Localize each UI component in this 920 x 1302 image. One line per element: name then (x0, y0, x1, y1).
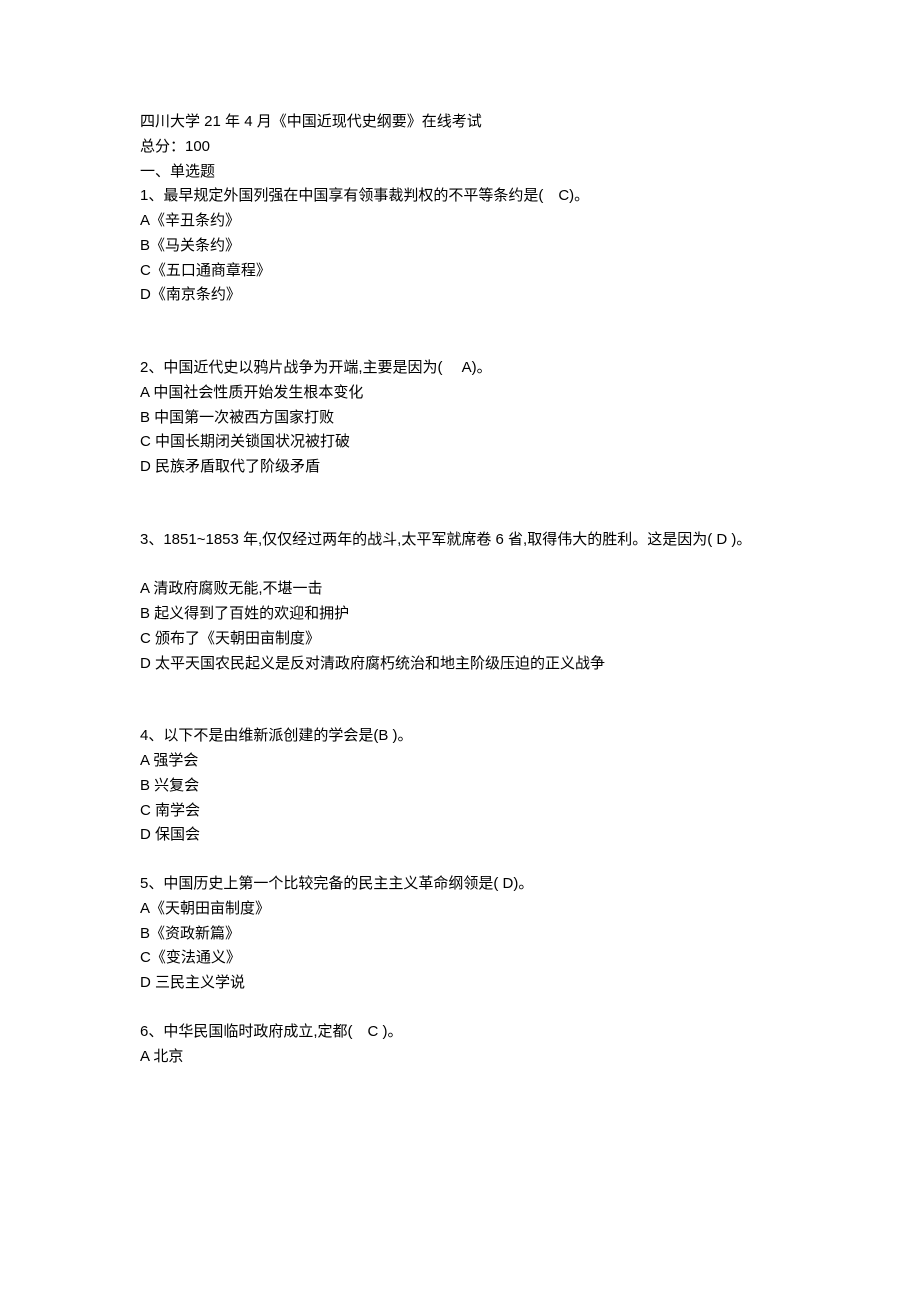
question-option: D《南京条约》 (140, 283, 780, 308)
question-option: D 三民主义学说 (140, 971, 780, 996)
question-option: D 保国会 (140, 823, 780, 848)
question-option: A 北京 (140, 1045, 780, 1070)
total-score: 总分：100 (140, 135, 780, 160)
question-stem: 2、中国近代史以鸦片战争为开端,主要是因为( A)。 (140, 356, 780, 381)
question-stem: 3、1851~1853 年,仅仅经过两年的战斗,太平军就席卷 6 省,取得伟大的… (140, 528, 780, 553)
question-option: C《变法通义》 (140, 946, 780, 971)
question-option: B 中国第一次被西方国家打败 (140, 406, 780, 431)
question-option: B 兴复会 (140, 774, 780, 799)
section-title: 一、单选题 (140, 160, 780, 185)
question-block: 1、最早规定外国列强在中国享有领事裁判权的不平等条约是( C)。A《辛丑条约》B… (140, 184, 780, 308)
question-option: D 民族矛盾取代了阶级矛盾 (140, 455, 780, 480)
question-option: A 强学会 (140, 749, 780, 774)
question-stem: 5、中国历史上第一个比较完备的民主主义革命纲领是( D)。 (140, 872, 780, 897)
document-header: 四川大学 21 年 4 月《中国近现代史纲要》在线考试 总分：100 一、单选题 (140, 110, 780, 184)
question-block: 6、中华民国临时政府成立,定都( C )。A 北京 (140, 1020, 780, 1070)
question-block: 5、中国历史上第一个比较完备的民主主义革命纲领是( D)。A《天朝田亩制度》B《… (140, 872, 780, 996)
question-option: B 起义得到了百姓的欢迎和拥护 (140, 602, 780, 627)
question-block: 2、中国近代史以鸦片战争为开端,主要是因为( A)。A 中国社会性质开始发生根本… (140, 356, 780, 480)
question-stem: 6、中华民国临时政府成立,定都( C )。 (140, 1020, 780, 1045)
question-option: B《资政新篇》 (140, 922, 780, 947)
question-option: C 颁布了《天朝田亩制度》 (140, 627, 780, 652)
question-block: 4、以下不是由维新派创建的学会是(B )。A 强学会B 兴复会C 南学会D 保国… (140, 724, 780, 848)
question-option: C 中国长期闭关锁国状况被打破 (140, 430, 780, 455)
question-option: D 太平天国农民起义是反对清政府腐朽统治和地主阶级压迫的正义战争 (140, 652, 780, 677)
question-stem: 4、以下不是由维新派创建的学会是(B )。 (140, 724, 780, 749)
question-option: C 南学会 (140, 799, 780, 824)
question-option: A《辛丑条约》 (140, 209, 780, 234)
questions-container: 1、最早规定外国列强在中国享有领事裁判权的不平等条约是( C)。A《辛丑条约》B… (140, 184, 780, 1069)
exam-title: 四川大学 21 年 4 月《中国近现代史纲要》在线考试 (140, 110, 780, 135)
question-option: B《马关条约》 (140, 234, 780, 259)
question-option: A《天朝田亩制度》 (140, 897, 780, 922)
question-stem: 1、最早规定外国列强在中国享有领事裁判权的不平等条约是( C)。 (140, 184, 780, 209)
question-block: 3、1851~1853 年,仅仅经过两年的战斗,太平军就席卷 6 省,取得伟大的… (140, 528, 780, 677)
question-option: C《五口通商章程》 (140, 259, 780, 284)
question-option (140, 553, 780, 578)
question-option: A 中国社会性质开始发生根本变化 (140, 381, 780, 406)
question-option: A 清政府腐败无能,不堪一击 (140, 577, 780, 602)
